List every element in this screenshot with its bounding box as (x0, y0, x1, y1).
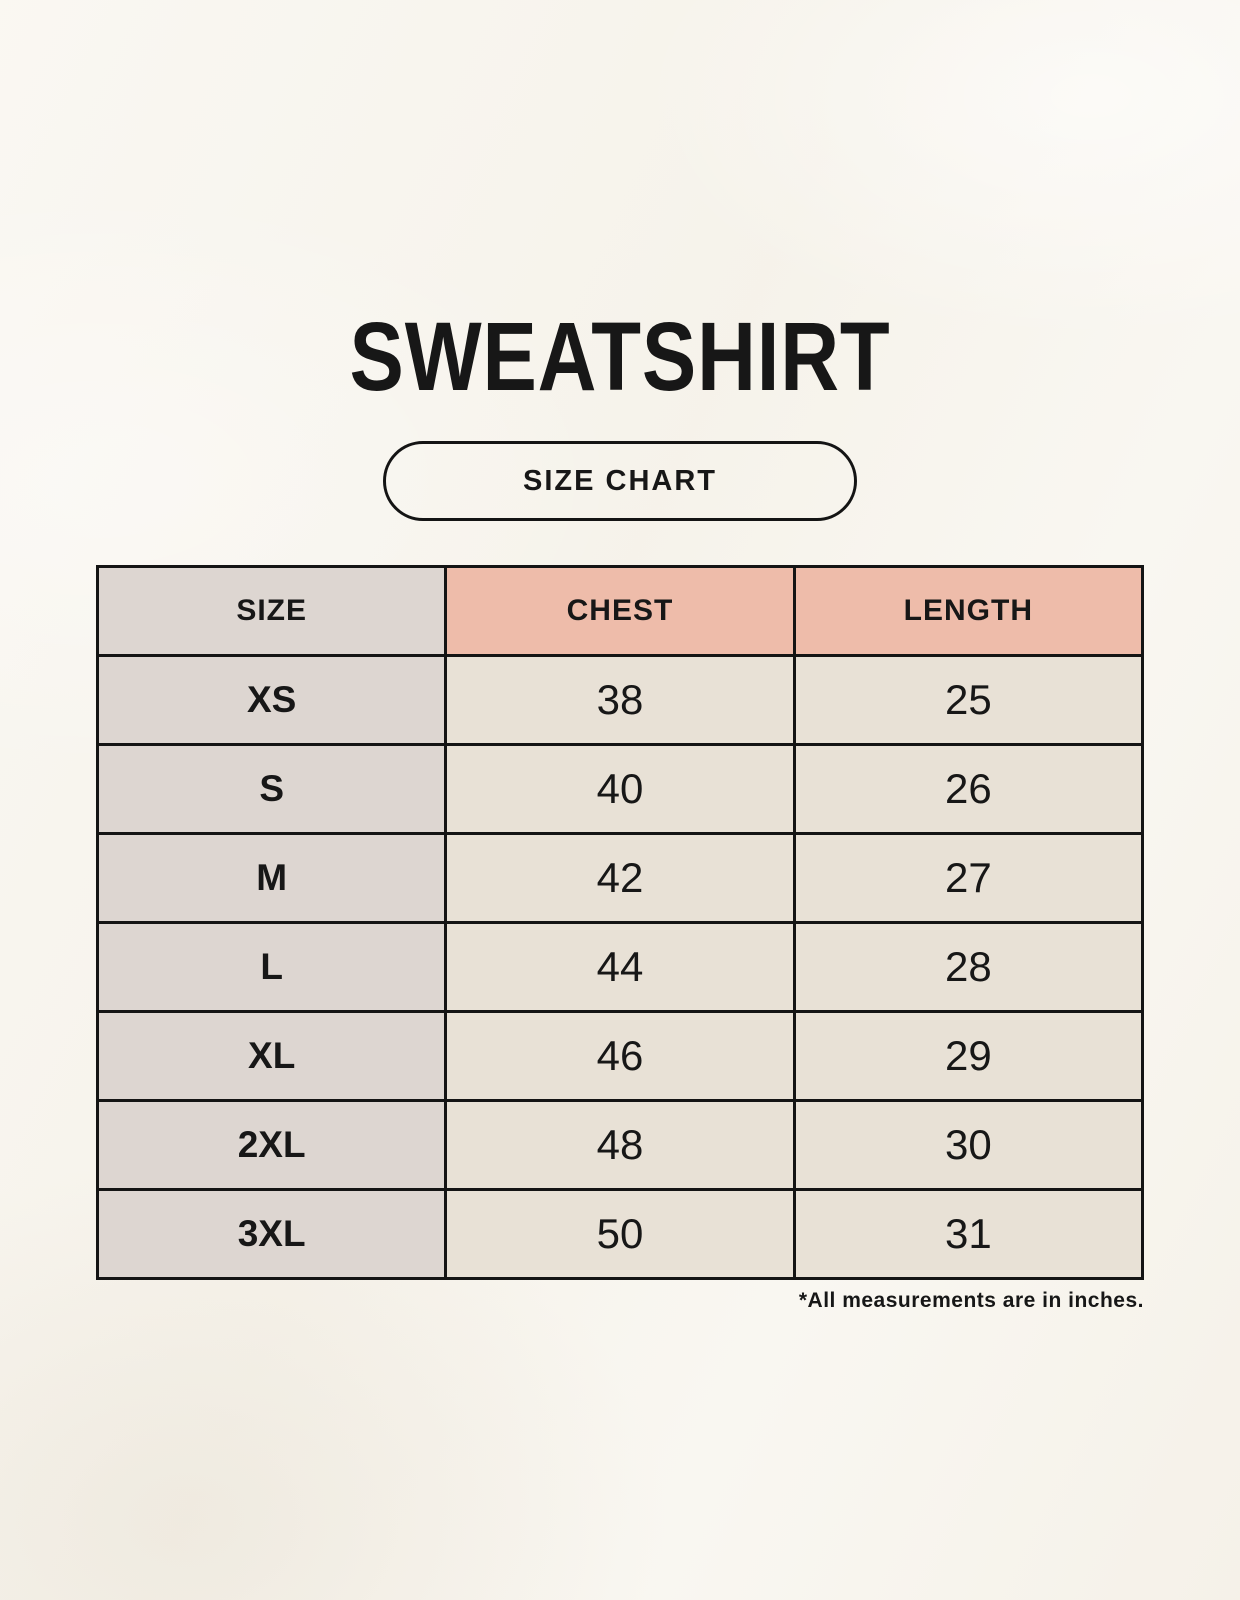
size-chart-page: SWEATSHIRT SIZE CHART SIZE CHEST LENGTH … (0, 0, 1240, 1312)
chest-cell: 44 (444, 921, 796, 1013)
chest-cell: 48 (444, 1099, 796, 1191)
table-row: M 42 27 (95, 832, 1145, 924)
length-cell: 29 (792, 1010, 1145, 1102)
header-length: LENGTH (792, 565, 1145, 657)
table-header: SIZE CHEST LENGTH (95, 565, 1145, 657)
chest-cell: 42 (444, 832, 796, 924)
chest-cell: 46 (444, 1010, 796, 1102)
measurements-footnote: *All measurements are in inches. (798, 1289, 1144, 1312)
page-title-text: SWEATSHIRT (349, 302, 891, 411)
size-chart-table: SIZE CHEST LENGTH XS 38 25 S 40 26 M 42 27 L 44 28 X… (95, 565, 1145, 1280)
size-cell: S (95, 743, 448, 835)
table-row: 2XL 48 30 (95, 1099, 1145, 1191)
length-cell: 27 (792, 832, 1145, 924)
length-cell: 30 (792, 1099, 1145, 1191)
table-row: S 40 26 (95, 743, 1145, 835)
header-size: SIZE (95, 565, 448, 657)
chest-cell: 40 (444, 743, 796, 835)
size-chart-badge-row: SIZE CHART (0, 441, 1240, 521)
length-cell: 26 (792, 743, 1145, 835)
chest-cell: 38 (444, 654, 796, 746)
table-row: 3XL 50 31 (95, 1188, 1145, 1280)
size-cell: L (95, 921, 448, 1013)
table-row: XS 38 25 (95, 654, 1145, 746)
size-chart-button[interactable]: SIZE CHART (383, 441, 857, 521)
header-chest: CHEST (444, 565, 796, 657)
chest-cell: 50 (444, 1188, 796, 1280)
table-body: XS 38 25 S 40 26 M 42 27 L 44 28 XL 46 29 2XL 48 30 3XL 50 3… (95, 654, 1145, 1280)
page-title: SWEATSHIRT (0, 0, 1240, 405)
size-cell: 3XL (95, 1188, 448, 1280)
size-cell: M (95, 832, 448, 924)
table-row: XL 46 29 (95, 1010, 1145, 1102)
size-cell: 2XL (95, 1099, 448, 1191)
length-cell: 31 (792, 1188, 1145, 1280)
size-cell: XS (95, 654, 448, 746)
length-cell: 28 (792, 921, 1145, 1013)
table-header-row: SIZE CHEST LENGTH (95, 565, 1145, 657)
size-cell: XL (95, 1010, 448, 1102)
length-cell: 25 (792, 654, 1145, 746)
table-row: L 44 28 (95, 921, 1145, 1013)
